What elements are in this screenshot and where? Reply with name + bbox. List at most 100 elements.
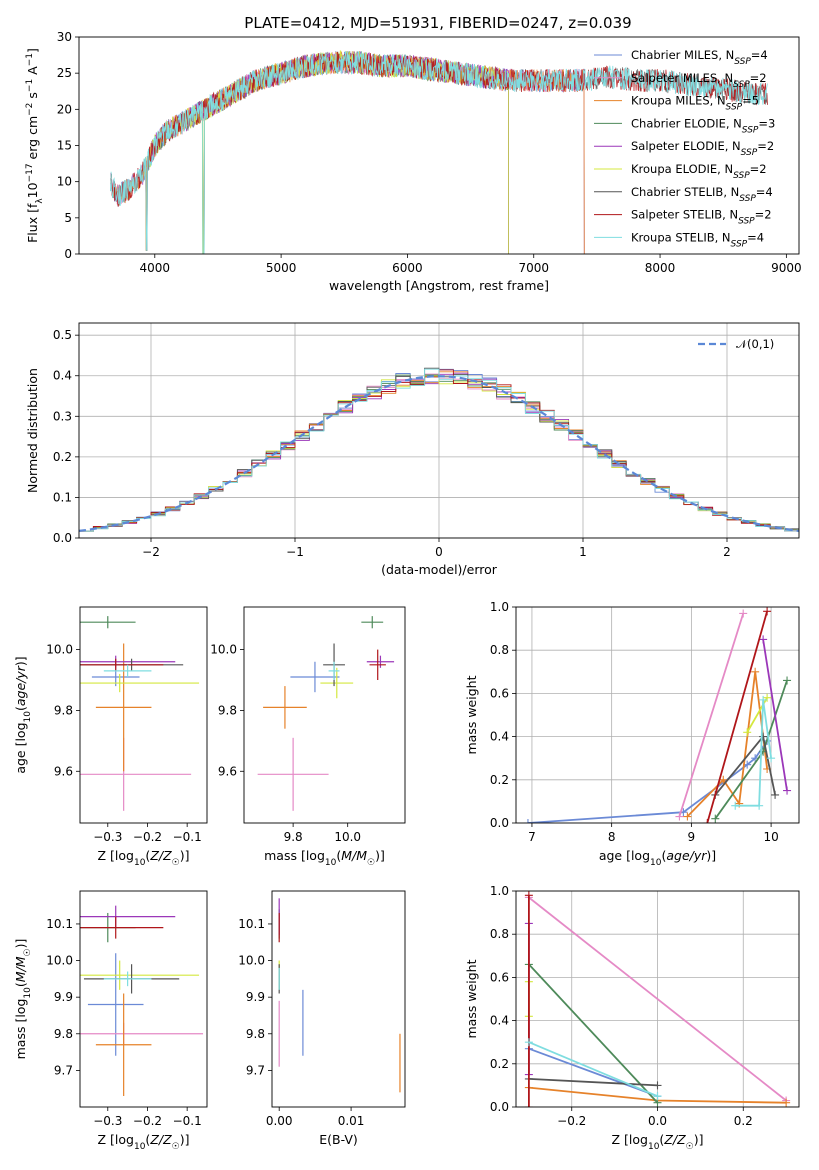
- x-tick-label: −0.1: [173, 830, 202, 844]
- label-part: =2: [750, 71, 767, 85]
- series-marker: [759, 635, 768, 644]
- label-part: SSP: [731, 239, 748, 249]
- x-axis-label: (data-model)/error: [381, 562, 498, 577]
- series-salpeter-elodie: [759, 635, 792, 795]
- y-tick-label: 0.6: [490, 970, 509, 984]
- data-point-chabrier-elodie: [80, 616, 136, 629]
- spectrum-line: [141, 50, 509, 254]
- legend-label: Salpeter MILES, NSSP=2: [631, 71, 767, 90]
- label-part: )]: [375, 848, 385, 863]
- label-part: 10: [650, 858, 662, 868]
- series-marker: [523, 819, 532, 823]
- x-axis-label: E(B-V): [319, 1132, 358, 1147]
- label-part: =2: [757, 139, 774, 153]
- x-tick-label: 0.0: [648, 1114, 667, 1128]
- x-tick-label: 2: [723, 545, 731, 559]
- label-part: SSP: [733, 171, 750, 181]
- y-tick-label: 30: [57, 30, 72, 44]
- y-tick-label: 0.0: [490, 816, 509, 830]
- x-tick-label: −0.1: [173, 1114, 202, 1128]
- y-tick-label: 0.1: [53, 490, 72, 504]
- legend-label: Salpeter ELODIE, NSSP=2: [631, 139, 774, 158]
- series-marker: [653, 1081, 662, 1090]
- series-line: [528, 1078, 658, 1087]
- series-marker: [703, 819, 712, 823]
- data-point-salpeter-stelib: [80, 916, 164, 939]
- x-axis-label: wavelength [Angstrom, rest frame]: [329, 278, 549, 293]
- label-part: Z/Z: [149, 1132, 172, 1147]
- panel-residuals: −2 −1 0 1 2 0.0 0.1 0.2 0.3 0.4 0.5 (data-model)/er…: [25, 322, 800, 577]
- data-point-salpeter-stelib: [369, 649, 386, 681]
- label-part: (: [661, 848, 666, 863]
- y-tick-label: 10.0: [46, 643, 73, 657]
- plot-area-spectrum: [110, 50, 768, 254]
- label-part: Z/Z: [663, 1132, 686, 1147]
- plot-area-residuals: [79, 323, 799, 538]
- label-part: Z [log: [612, 1132, 648, 1147]
- panel-mass-vs-EBV: 0.00 0.01 9.7 9.8 9.9 10.0 10.1 E(B-V): [238, 890, 406, 1147]
- x-tick-label: 0.00: [266, 1114, 293, 1128]
- label-part: 10: [325, 858, 337, 868]
- label-part: −1: [25, 79, 35, 92]
- y-tick-label: 10.0: [238, 954, 265, 968]
- label-part: (: [145, 848, 150, 863]
- axes-frame: [79, 890, 208, 1108]
- label-part: 10: [134, 1142, 146, 1152]
- series-salpeter-stelib: [703, 607, 772, 823]
- data-point-kroupa-miles: [263, 686, 307, 729]
- x-tick-label: −1: [286, 545, 304, 559]
- legend-label: Kroupa STELIB, NSSP=4: [631, 230, 764, 249]
- label-part: ☉: [23, 948, 33, 956]
- data-point-chabrier-miles: [290, 661, 340, 693]
- series-marker: [719, 775, 728, 784]
- label-part: (: [13, 706, 28, 711]
- x-tick-label: −0.3: [93, 830, 122, 844]
- label-part: (: [659, 1132, 664, 1147]
- y-tick-label: 0.6: [490, 686, 509, 700]
- x-tick-label: 0.01: [338, 1114, 365, 1128]
- axes-frame: [271, 890, 406, 1108]
- legend-label: Salpeter STELIB, NSSP=2: [631, 208, 772, 227]
- series-line: [678, 613, 745, 817]
- series-marker: [759, 732, 768, 741]
- label-part: Z/Z: [149, 848, 172, 863]
- series-line: [528, 1047, 658, 1098]
- label-part: (: [336, 848, 341, 863]
- data-point-kroupa-stelib: [328, 661, 340, 681]
- y-tick-label: 0.2: [490, 1057, 509, 1071]
- series-marker: [763, 693, 772, 702]
- panel-age-vs-Z: −0.3 −0.2 −0.19.69.810.0Z [log10(Z/Z☉)]age…: [13, 606, 208, 868]
- axes-frame: [78, 322, 800, 539]
- y-axis-label: Flux [fλ10−17 erg cm−2 s−1 A−1]: [25, 48, 45, 243]
- label-part: Kroupa MILES, N: [631, 94, 726, 108]
- axes-frame: [243, 606, 406, 824]
- label-part: −1: [25, 53, 35, 66]
- x-tick-label: 9.8: [284, 830, 303, 844]
- label-part: ☉: [686, 1142, 694, 1152]
- x-tick-label: −0.3: [93, 1114, 122, 1128]
- label-part: =4: [747, 230, 764, 244]
- y-tick-label: 0.3: [53, 409, 72, 423]
- x-tick-label: 6000: [392, 261, 423, 275]
- label-part: Chabrier ELODIE, N: [631, 116, 742, 130]
- label-part: age [log: [599, 848, 650, 863]
- label-part: A: [25, 66, 40, 79]
- label-part: mass [log: [264, 848, 325, 863]
- label-part: λ: [35, 198, 45, 204]
- label-part: SSP: [734, 57, 751, 67]
- series-marker: [524, 1103, 533, 1107]
- label-part: Chabrier STELIB, N: [631, 185, 739, 199]
- label-part: =3: [758, 116, 775, 130]
- y-tick-label: 10.1: [46, 917, 73, 931]
- series-marker: [751, 667, 760, 676]
- y-axis-label: mass weight: [464, 959, 479, 1038]
- y-tick-label: 9.8: [54, 703, 73, 717]
- data-point-chabrier-miles: [87, 953, 144, 1056]
- y-tick-label: 0.4: [53, 369, 72, 383]
- series-chabrier-miles: [524, 1044, 662, 1101]
- x-tick-label: 7000: [518, 261, 549, 275]
- label-part: )]: [706, 848, 716, 863]
- label-part: Z [log: [98, 848, 134, 863]
- y-tick-label: 0.4: [490, 1014, 509, 1028]
